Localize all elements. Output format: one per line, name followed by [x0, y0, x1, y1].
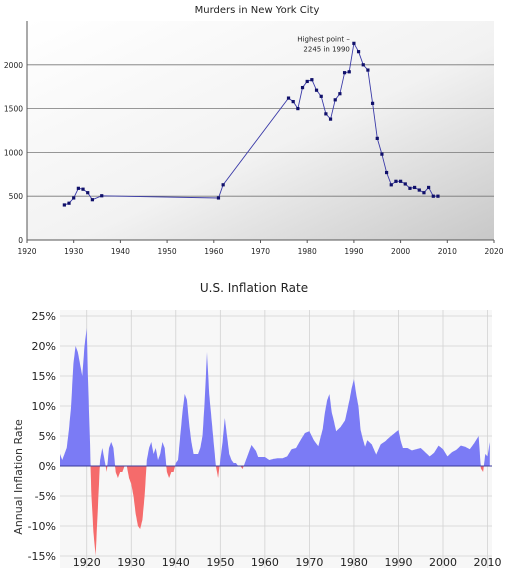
x-tick-label: 2010 [438, 247, 457, 256]
y-tick-label: -5% [35, 490, 56, 503]
x-tick-label: 1960 [204, 247, 223, 256]
data-point [62, 203, 66, 207]
data-point [380, 152, 384, 156]
data-point [347, 70, 351, 74]
data-point [100, 194, 104, 198]
data-point [342, 71, 347, 75]
x-tick-label: 1950 [206, 556, 234, 569]
data-point [370, 101, 375, 105]
x-tick-label: 2000 [429, 556, 457, 569]
plot-background [60, 310, 492, 568]
y-tick-label: 25% [32, 310, 56, 323]
y-tick-label: 5% [39, 430, 56, 443]
y-tick-label: -15% [28, 550, 56, 563]
data-point [427, 185, 431, 190]
data-point [356, 50, 361, 54]
data-point [286, 96, 291, 100]
data-point [389, 183, 393, 187]
data-point [300, 85, 305, 90]
data-point [67, 201, 71, 205]
inflation-chart: U.S. Inflation Rate 25% 20% 15% 10% 5% 0% -5% -… [0, 270, 507, 570]
y-axis-label: Annual Inflation Rate [12, 419, 25, 535]
x-tick-label: 1930 [117, 556, 145, 569]
data-point [319, 94, 323, 98]
x-tick-label: 1970 [295, 556, 323, 569]
x-tick-label: 1920 [17, 247, 36, 256]
y-tick-label: 500 [9, 192, 24, 201]
x-tick-label: 1940 [162, 556, 190, 569]
data-point [221, 183, 225, 187]
data-point [352, 41, 356, 45]
x-tick-label: 1960 [251, 556, 279, 569]
y-tick-label: 0 [18, 236, 23, 245]
y-tick-label: 0% [39, 460, 56, 473]
data-point [338, 92, 342, 96]
x-tick-label: 1950 [158, 247, 177, 256]
chart-title: U.S. Inflation Rate [200, 281, 308, 295]
y-tick-label: -10% [28, 520, 56, 533]
plot-background [27, 21, 494, 240]
x-tick-label: 1990 [384, 556, 412, 569]
data-point [431, 194, 435, 198]
y-tick-label: 1500 [4, 105, 23, 114]
x-tick-label: 2020 [484, 247, 503, 256]
data-point [216, 196, 221, 200]
inflation-chart-svg: U.S. Inflation Rate 25% 20% 15% 10% 5% 0% -5% -… [12, 281, 502, 569]
y-tick-label: 1000 [4, 148, 23, 157]
data-point [324, 112, 328, 116]
x-tick-label: 1920 [73, 556, 101, 569]
x-tick-label: 1980 [340, 556, 368, 569]
data-point [328, 117, 333, 121]
x-tick-label: 1940 [111, 247, 130, 256]
data-point [422, 191, 426, 195]
data-point [291, 99, 295, 104]
data-point [310, 78, 314, 82]
annotation-line2: 2245 in 1990 [303, 45, 349, 53]
data-point [361, 63, 365, 67]
y-tick-label: 15% [32, 370, 56, 383]
x-tick-label: 2010 [474, 556, 502, 569]
data-point [366, 68, 370, 72]
y-tick-label: 10% [32, 400, 56, 413]
x-tick-label: 2000 [391, 247, 410, 256]
data-point [76, 186, 80, 190]
x-tick-label: 1980 [298, 247, 317, 256]
data-point [333, 98, 337, 102]
data-point [375, 136, 379, 140]
data-point [296, 107, 300, 111]
data-point [314, 88, 319, 92]
data-point [86, 191, 90, 195]
data-point [408, 186, 412, 190]
data-point [81, 187, 85, 191]
y-tick-label: 2000 [4, 61, 23, 70]
data-point [417, 188, 421, 192]
x-tick-label: 1990 [344, 247, 363, 256]
x-tick-label: 1930 [64, 247, 83, 256]
data-point [72, 196, 76, 200]
murders-chart-svg: Murders in New York City 0 500 1000 1500 200… [4, 5, 504, 256]
data-point [413, 185, 417, 190]
chart-title: Murders in New York City [195, 5, 320, 16]
data-point [384, 170, 389, 175]
data-point [90, 198, 94, 202]
data-point [305, 79, 309, 84]
positive-area [60, 328, 490, 466]
data-point [403, 182, 407, 186]
data-point [436, 194, 440, 198]
x-tick-label: 1970 [251, 247, 270, 256]
murders-chart: Murders in New York City 0 500 1000 1500 200… [0, 0, 507, 270]
data-point [394, 179, 398, 183]
annotation-line1: Highest point – [297, 35, 350, 43]
data-point [399, 179, 403, 183]
y-tick-label: 20% [32, 340, 56, 353]
